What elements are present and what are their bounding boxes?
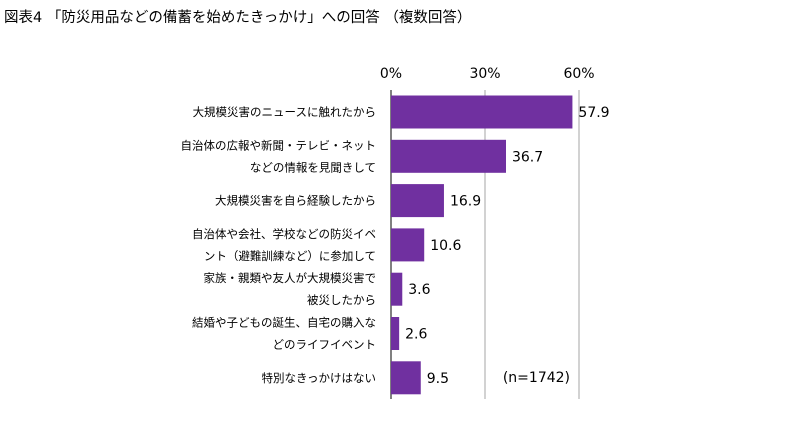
bar: [391, 272, 403, 306]
category-label: 大規模災害のニュースに触れたから: [193, 105, 376, 119]
bar: [391, 95, 573, 129]
x-tick-label: 30%: [469, 66, 500, 82]
sample-size-annotation: (n=1742): [503, 370, 570, 386]
data-label: 9.5: [427, 371, 449, 387]
bar: [391, 228, 425, 262]
bar: [391, 361, 421, 395]
category-label: 家族・親類や友人が大規模災害で: [204, 271, 377, 285]
x-tick-label: 60%: [563, 66, 594, 82]
category-label: 自治体や会社、学校などの防災イベ: [192, 227, 376, 241]
data-label: 16.9: [450, 194, 481, 210]
category-label: などの情報を見聞きして: [250, 160, 376, 174]
data-label: 10.6: [430, 238, 461, 254]
category-label: 被災したから: [307, 293, 376, 307]
bar: [391, 317, 400, 350]
data-label: 57.9: [578, 105, 609, 121]
category-label: どのライフイベント: [273, 338, 377, 352]
category-label: 結婚や子どもの誕生、自宅の購入な: [192, 316, 376, 330]
data-label: 3.6: [408, 282, 430, 298]
chart-title: 図表4 「防災用品などの備蓄を始めたきっかけ」への回答 （複数回答）: [4, 10, 472, 26]
bar: [391, 139, 506, 173]
x-tick-label: 0%: [380, 66, 402, 82]
category-label: 大規模災害を自ら経験したから: [215, 194, 376, 208]
category-label: 自治体の広報や新聞・テレビ・ネット: [181, 138, 377, 152]
data-label: 2.6: [405, 327, 427, 343]
bar: [391, 184, 444, 218]
category-label: 特別なきっかけはない: [261, 371, 376, 385]
category-label: ント（避難訓練など）に参加して: [204, 249, 376, 263]
data-label: 36.7: [512, 149, 543, 165]
